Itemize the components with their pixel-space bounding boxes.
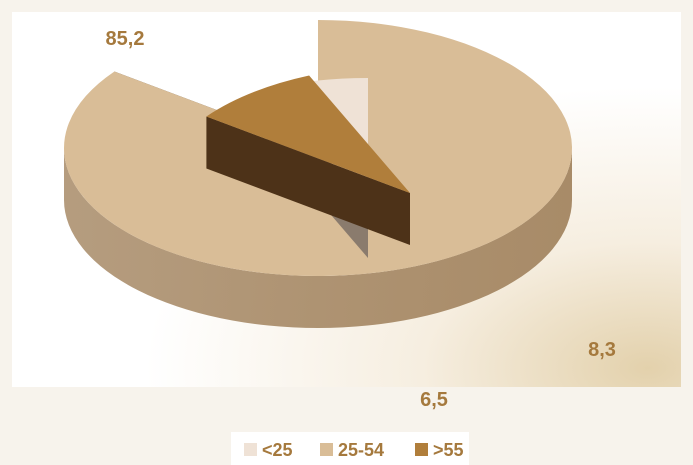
legend-label-3: >55 <box>433 440 464 460</box>
legend-box <box>231 432 469 465</box>
slice-rim-2 <box>64 148 572 328</box>
legend: <25 25-54 >55 <box>231 432 469 465</box>
legend-swatch-1 <box>244 443 257 456</box>
legend-label-2: 25-54 <box>338 440 384 460</box>
value-labels: 6,5 85,2 8,3 <box>106 28 616 411</box>
legend-label-1: <25 <box>262 440 293 460</box>
legend-swatch-3 <box>415 443 428 456</box>
slice-cut-face <box>206 116 410 245</box>
pie-slice-3 <box>206 75 410 245</box>
slice-top-3 <box>206 75 410 193</box>
value-label-2: 85,2 <box>106 28 145 50</box>
slices <box>64 20 573 328</box>
value-label-1: 6,5 <box>420 389 448 411</box>
value-label-3: 8,3 <box>588 339 616 361</box>
legend-swatch-2 <box>320 443 333 456</box>
